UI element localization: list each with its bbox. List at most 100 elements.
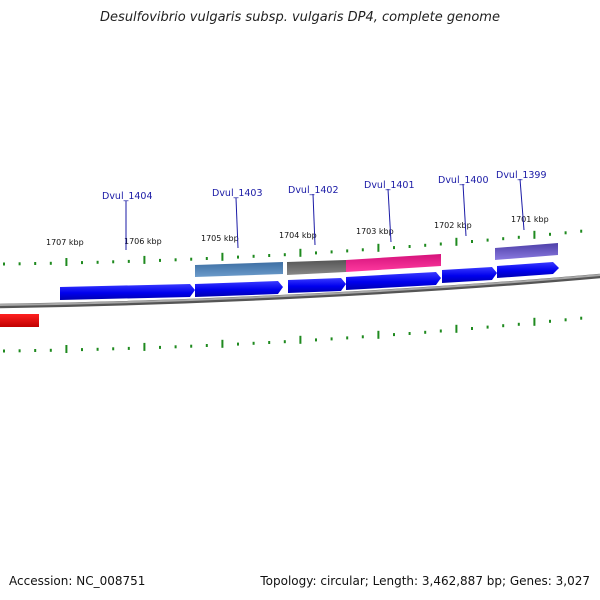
outer-tick: [502, 237, 505, 241]
outer-tick: [159, 258, 161, 262]
accession-text: Accession: NC_008751: [9, 574, 146, 588]
feature-red-reverse[interactable]: [0, 314, 39, 327]
kbp-label-1703: 1703 kbp: [356, 227, 394, 236]
inner-tick: [471, 327, 473, 330]
genome-backbone: [0, 274, 600, 306]
outer-tick: [408, 245, 411, 248]
inner-tick: [564, 318, 567, 322]
outer-tick: [127, 259, 130, 263]
outer-tick: [221, 252, 224, 261]
feature-pink[interactable]: [346, 254, 441, 272]
feature-slate[interactable]: [495, 243, 558, 260]
leader-dvul-1400: [462, 183, 467, 237]
inner-tick: [3, 349, 5, 353]
inner-tick: [237, 342, 239, 346]
cds-arrow-dvul-1401[interactable]: [346, 272, 441, 290]
outer-tick-row: [3, 229, 583, 266]
kbp-label-1704: 1704 kbp: [279, 231, 317, 240]
gene-label-leaders: [125, 178, 525, 250]
inner-tick: [49, 348, 52, 352]
gene-label-dvul-1400[interactable]: Dvul_1400: [438, 175, 489, 186]
outer-tick: [564, 231, 567, 235]
cds-arrow-dvul-1399[interactable]: [497, 262, 559, 278]
outer-tick: [283, 253, 286, 257]
outer-tick: [517, 235, 520, 239]
outer-tick: [49, 261, 52, 265]
cds-arrow-dvul-1404[interactable]: [60, 284, 195, 300]
map-title: Desulfovibrio vulgaris subsp. vulgaris D…: [100, 10, 500, 25]
gene-label-dvul-1402[interactable]: Dvul_1402: [288, 185, 339, 196]
outer-tick: [439, 242, 442, 246]
inner-tick: [174, 345, 177, 349]
outer-tick: [486, 238, 489, 242]
outer-tick: [315, 251, 317, 255]
outer-tick: [237, 255, 239, 259]
gene-label-dvul-1401[interactable]: Dvul_1401: [364, 180, 415, 191]
inner-tick: [439, 329, 442, 333]
kbp-label-1702: 1702 kbp: [434, 221, 472, 230]
outer-tick: [393, 246, 395, 250]
kbp-scale-labels: 1707 kbp 1706 kbp 1705 kbp 1704 kbp 1703…: [46, 215, 549, 247]
gene-label-dvul-1404[interactable]: Dvul_1404: [102, 191, 153, 202]
inner-tick: [455, 324, 458, 333]
outer-tick: [252, 254, 255, 258]
feature-track-upper: [195, 243, 558, 277]
outer-tick: [455, 237, 458, 246]
outer-tick: [299, 248, 302, 257]
outer-tick: [377, 243, 380, 252]
outer-tick: [346, 249, 349, 253]
outer-tick: [549, 232, 551, 236]
outer-tick: [580, 229, 583, 233]
inner-tick: [112, 347, 115, 351]
kbp-label-1705: 1705 kbp: [201, 234, 239, 243]
inner-tick: [346, 336, 349, 340]
kbp-label-1701: 1701 kbp: [511, 215, 549, 224]
inner-tick: [252, 341, 255, 345]
inner-tick: [190, 344, 193, 348]
inner-tick: [205, 344, 208, 347]
inner-tick: [299, 335, 302, 344]
gene-label-dvul-1403[interactable]: Dvul_1403: [212, 188, 263, 199]
inner-tick: [159, 345, 161, 349]
outer-tick: [81, 261, 83, 265]
inner-tick: [424, 330, 427, 334]
inner-tick: [533, 317, 536, 326]
inner-tick: [517, 322, 520, 326]
inner-tick: [34, 349, 37, 352]
outer-tick: [112, 260, 115, 264]
inner-tick: [81, 348, 83, 352]
leader-dvul-1401: [387, 188, 392, 243]
outer-tick: [471, 240, 473, 243]
kbp-label-1707: 1707 kbp: [46, 238, 84, 247]
inner-tick: [580, 316, 583, 320]
inner-tick: [283, 340, 286, 344]
outer-tick: [361, 248, 364, 252]
gene-labels: Dvul_1404 Dvul_1403 Dvul_1402 Dvul_1401 …: [102, 170, 547, 202]
inner-tick: [143, 342, 146, 351]
cds-arrow-dvul-1403[interactable]: [195, 281, 283, 297]
outer-tick: [268, 254, 271, 257]
outer-tick: [143, 255, 146, 264]
outer-tick: [190, 257, 193, 261]
inner-tick: [18, 349, 21, 353]
inner-tick: [549, 319, 551, 323]
inner-tick-row: [3, 316, 583, 353]
gene-label-dvul-1399[interactable]: Dvul_1399: [496, 170, 547, 181]
inner-tick: [393, 333, 395, 337]
cds-arrow-dvul-1400[interactable]: [442, 267, 497, 283]
cds-arrow-dvul-1402[interactable]: [288, 278, 346, 293]
leader-dvul-1399: [519, 178, 525, 231]
outer-tick: [174, 258, 177, 262]
feature-grey[interactable]: [287, 260, 346, 275]
inner-tick: [315, 338, 317, 342]
inner-tick: [408, 332, 411, 335]
outer-tick: [65, 258, 68, 266]
leader-dvul-1403: [235, 197, 239, 249]
inner-tick: [502, 324, 505, 328]
outer-tick: [96, 260, 99, 264]
outer-tick: [18, 262, 21, 266]
feature-steelblue[interactable]: [195, 262, 283, 277]
outer-tick: [34, 262, 37, 265]
inner-tick: [221, 339, 224, 348]
kbp-label-1706: 1706 kbp: [124, 237, 162, 246]
